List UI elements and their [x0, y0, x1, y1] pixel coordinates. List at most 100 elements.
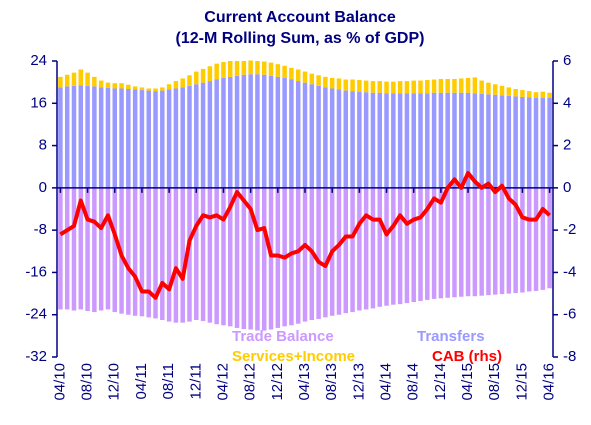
- bar: [486, 82, 491, 95]
- bar: [241, 74, 247, 188]
- bar: [255, 61, 260, 75]
- bar: [357, 187, 362, 311]
- bar: [540, 98, 546, 188]
- bar: [98, 87, 104, 188]
- bar: [146, 187, 151, 318]
- legend-label: Trade Balance: [232, 328, 334, 345]
- bar: [248, 74, 253, 188]
- bar: [261, 61, 267, 75]
- x-tick-label: 08/14: [405, 363, 422, 401]
- y-tick-label: -8: [34, 221, 47, 238]
- bar: [391, 93, 396, 188]
- bar: [71, 72, 77, 86]
- x-tick-label: 04/16: [541, 363, 558, 401]
- bar: [384, 81, 389, 94]
- bar: [499, 187, 505, 295]
- bar: [153, 91, 158, 188]
- bar: [329, 88, 335, 188]
- bar: [248, 187, 253, 330]
- bar: [78, 85, 84, 188]
- bar: [377, 81, 382, 93]
- bar: [282, 77, 287, 188]
- bar: [221, 77, 226, 188]
- bar: [329, 77, 335, 89]
- bar: [506, 187, 512, 294]
- bar: [309, 73, 315, 85]
- bar: [234, 61, 240, 76]
- x-tick-label: 08/11: [160, 363, 177, 399]
- bar: [221, 62, 226, 78]
- bar: [526, 91, 532, 98]
- bar: [139, 187, 145, 317]
- bar: [173, 81, 179, 89]
- bar: [425, 80, 430, 94]
- legend-label: CAB (rhs): [432, 348, 502, 365]
- bar: [418, 93, 423, 188]
- bar: [214, 79, 219, 188]
- x-tick-label: 04/12: [214, 363, 231, 401]
- bar: [316, 187, 321, 319]
- bar: [146, 88, 151, 91]
- bar: [404, 187, 410, 304]
- x-tick-label: 12/14: [432, 363, 449, 401]
- bar: [316, 75, 321, 86]
- bar: [64, 74, 70, 87]
- bar: [98, 80, 104, 88]
- bar: [132, 86, 138, 90]
- bar: [397, 81, 403, 94]
- y2-tick-label: -4: [563, 263, 576, 280]
- line: [59, 171, 551, 300]
- bar: [119, 83, 124, 89]
- bar: [479, 80, 484, 94]
- bar: [404, 81, 410, 94]
- bar: [506, 87, 512, 96]
- legend-label: Services+Income: [232, 348, 355, 365]
- bar: [465, 92, 471, 188]
- bar: [323, 76, 328, 88]
- bar: [289, 67, 294, 80]
- bar: [132, 187, 138, 316]
- bar: [105, 82, 111, 88]
- bar: [513, 187, 518, 294]
- bar: [540, 91, 546, 98]
- bar: [520, 187, 525, 293]
- bar: [323, 87, 328, 188]
- bar: [200, 187, 206, 322]
- bar: [526, 97, 532, 188]
- bar: [228, 76, 233, 188]
- bar: [105, 187, 111, 310]
- bar: [58, 87, 63, 188]
- bar: [363, 187, 369, 310]
- bar: [64, 86, 70, 188]
- bar: [370, 81, 376, 93]
- bar: [194, 84, 199, 188]
- chart-title: Current Account Balance: [204, 9, 396, 26]
- bar: [445, 92, 450, 188]
- bar: [64, 187, 70, 310]
- bar: [438, 78, 444, 93]
- bar: [547, 187, 552, 289]
- bar: [166, 187, 172, 322]
- bar: [404, 93, 410, 188]
- bar: [166, 84, 172, 90]
- bar: [343, 90, 349, 188]
- bar: [126, 187, 131, 315]
- bar: [289, 187, 294, 326]
- x-tick-label: 04/11: [133, 363, 150, 399]
- bar: [425, 93, 430, 188]
- bar: [207, 81, 213, 188]
- bar: [228, 61, 233, 77]
- y2-tick-label: -8: [563, 348, 576, 365]
- bar: [180, 187, 185, 323]
- bar: [452, 187, 457, 298]
- bar: [499, 95, 505, 188]
- bar: [499, 85, 505, 96]
- bar: [255, 187, 260, 331]
- x-tick-label: 12/11: [187, 363, 204, 399]
- bar: [397, 187, 403, 305]
- bar: [425, 187, 430, 300]
- bar: [295, 81, 301, 188]
- bar: [479, 93, 484, 188]
- y-tick-label: -24: [25, 306, 47, 323]
